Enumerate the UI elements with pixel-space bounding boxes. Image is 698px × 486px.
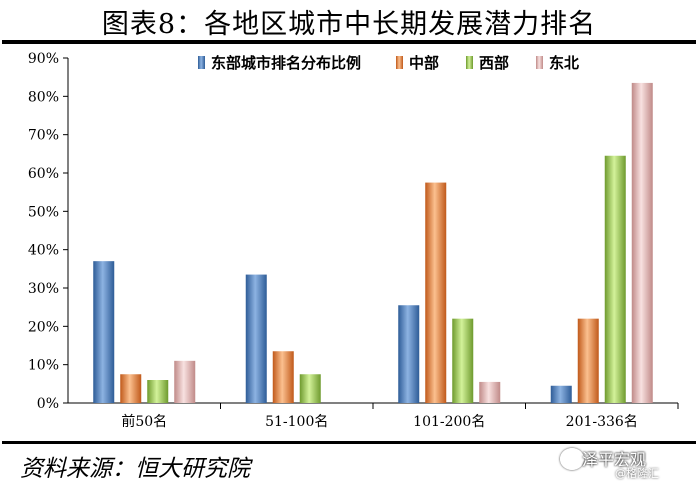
y-tick-label: 80% (28, 89, 59, 105)
y-tick-label: 40% (28, 243, 59, 259)
footer-rule (2, 441, 696, 444)
legend-swatch (536, 56, 543, 69)
bar-2-2 (272, 351, 294, 403)
bar-3-2 (299, 374, 321, 403)
x-tick-label: 201-336名 (566, 414, 638, 430)
legend: 东部城市排名分布比例 中部 西部 东北 (198, 54, 579, 72)
bar-1-2 (245, 274, 267, 403)
y-tick-label: 10% (28, 358, 59, 374)
legend-swatch (198, 56, 205, 69)
bar-1-1 (93, 261, 115, 403)
legend-label: 东北 (549, 54, 579, 72)
x-tick-label: 101-200名 (413, 414, 485, 430)
x-tick-label: 前50名 (121, 413, 167, 430)
bar-2-4 (577, 318, 599, 403)
bar-3-3 (452, 318, 474, 403)
x-tick-label: 51-100名 (265, 414, 328, 430)
wechat-icon (560, 448, 584, 470)
bar-1-3 (398, 305, 420, 403)
bar-4-3 (479, 381, 501, 403)
legend-label: 西部 (479, 54, 509, 72)
y-tick-label: 60% (28, 166, 59, 182)
bars (93, 82, 653, 404)
watermark: 泽平宏观 (582, 450, 647, 469)
chart-title: 图表8：各地区城市中长期发展潜力排名 (101, 9, 597, 40)
y-tick-label: 20% (28, 319, 59, 335)
y-tick-label: 90% (28, 51, 59, 67)
bar-3-4 (604, 155, 626, 403)
legend-label: 中部 (409, 54, 439, 72)
bar-3-1 (147, 380, 169, 403)
bar-1-4 (550, 385, 572, 403)
watermark-sub: @格隆汇 (615, 467, 659, 480)
title-rule (2, 40, 696, 44)
bar-2-1 (120, 374, 142, 403)
y-tick-label: 30% (28, 281, 59, 297)
bar-4-4 (631, 82, 653, 404)
y-tick-label: 50% (28, 204, 59, 220)
y-tick-label: 70% (28, 128, 59, 144)
axes: 0% 10% 20% 30% 40% 50% 60% 70% 80% 90% 前50名 51-100名… (28, 51, 679, 430)
source-note: 资料来源：恒大研究院 (20, 456, 250, 482)
legend-label: 东部城市排名分布比例 (211, 54, 361, 72)
y-tick-label: 0% (37, 396, 59, 412)
bar-4-1 (174, 360, 196, 403)
legend-swatch (466, 56, 473, 69)
legend-swatch (396, 56, 403, 69)
bar-2-3 (425, 182, 447, 403)
